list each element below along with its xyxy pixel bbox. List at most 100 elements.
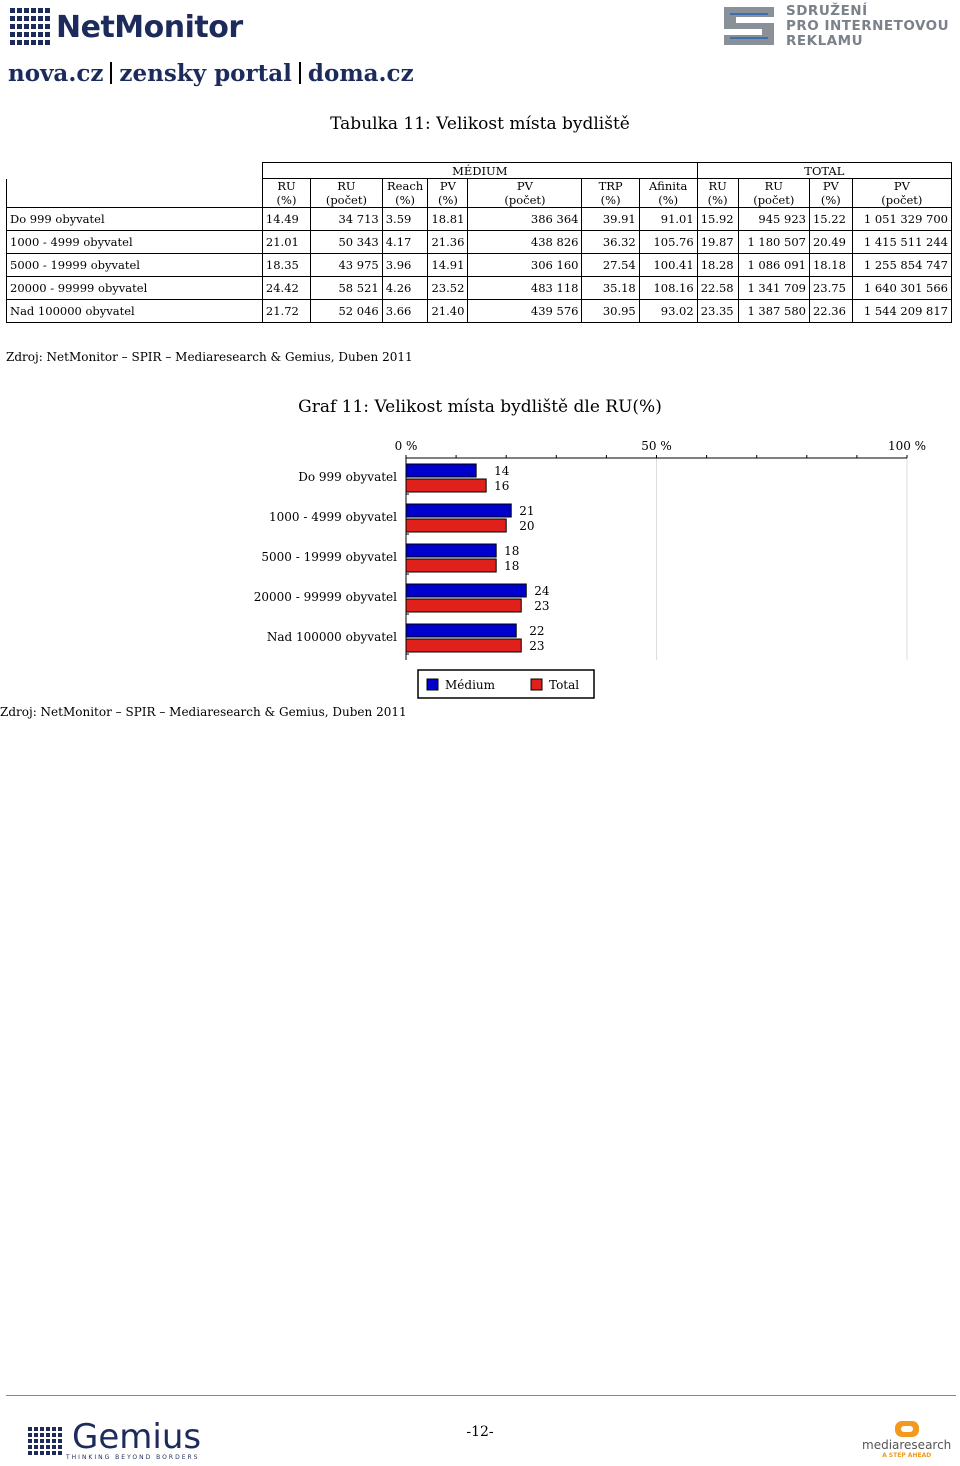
column-header: PV (počet) [467,178,583,208]
bar-total [405,558,497,573]
table-cell: 22.36 [808,299,853,323]
spir-logo: SDRUŽENÍ PRO INTERNETOVOU REKLAMU [720,2,949,50]
data-label: 18 [504,559,519,573]
column-header: PV (%) [427,178,469,208]
legend-swatch [426,678,439,691]
table-cell: 58 521 [310,276,383,300]
netmonitor-dots-icon [10,8,50,46]
x-tick-label: 0 % [395,439,418,453]
table-cell: 100.41 [638,253,698,277]
category-label: Nad 100000 obyvatel [267,630,397,644]
table-cell: 15.92 [696,207,739,231]
mediaresearch-tagline: A STEP AHEAD [882,1452,932,1459]
table-cell: 1 255 854 747 [851,253,953,277]
column-header: Reach (%) [381,178,429,208]
column-header: RU (%) [696,178,739,208]
table-cell: 43 975 [310,253,383,277]
table-cell: 15.22 [808,207,853,231]
table-cell: 3.96 [381,253,429,277]
site-name: doma.cz [307,60,414,87]
table-cell: 18.35 [261,253,312,277]
table-cell: 52 046 [310,299,383,323]
table-row: Do 999 obyvatel 14.49 34 713 3.59 18.81 … [6,207,953,231]
gemius-logo: Gemius THINKING BEYOND BORDERS [28,1420,201,1461]
table-cell: 1 544 209 817 [851,299,953,323]
site-list: nova.cz zensky portal doma.cz [8,60,414,87]
data-label: 23 [529,639,544,653]
table-cell: 20.49 [808,230,853,254]
site-name: nova.cz [8,60,104,87]
table-cell: 14.91 [427,253,469,277]
bar-medium [405,463,477,478]
data-label: 23 [534,599,549,613]
mediaresearch-icon [894,1421,919,1437]
table-cell: 3.59 [381,207,429,231]
legend-box [417,669,595,699]
data-label: 16 [494,479,509,493]
table-cell: 39.91 [581,207,640,231]
bar-total [405,638,522,653]
table-cell: 3.66 [381,299,429,323]
table-title: Tabulka 11: Velikost místa bydliště [330,114,630,134]
spir-logo-line-3: REKLAMU [786,32,864,49]
table-cell: 14.49 [261,207,312,231]
data-label: 24 [534,584,550,598]
netmonitor-logo-text: NetMonitor [56,9,243,45]
legend-swatch [530,678,543,691]
bar-total [405,478,487,493]
spir-logo-line-1: SDRUŽENÍ [786,2,868,19]
table-cell: 483 118 [467,276,583,300]
bar-total [405,598,522,613]
chart-source: Zdroj: NetMonitor – SPIR – Mediaresearch… [0,705,407,719]
x-tick-label: 100 % [888,439,926,453]
table-cell: 1 051 329 700 [851,207,953,231]
table-cell: 439 576 [467,299,583,323]
bar-total [405,518,507,533]
table-cell: 23.75 [808,276,853,300]
gemius-tagline: THINKING BEYOND BORDERS [66,1454,200,1461]
table-cell: 21.01 [261,230,312,254]
mediaresearch-logo: mediaresearch A STEP AHEAD [862,1420,951,1459]
table-cell: 30.95 [581,299,640,323]
legend-label: Médium [445,678,496,692]
table-cell: 35.18 [581,276,640,300]
table-cell: 1 415 511 244 [851,230,953,254]
mediaresearch-logo-text: mediaresearch [862,1438,952,1452]
netmonitor-logo: NetMonitor [10,6,243,48]
table-cell: 4.26 [381,276,429,300]
category-label: 1000 - 4999 obyvatel [269,510,397,524]
table-cell: 105.76 [638,230,698,254]
group-header-medium: MÉDIUM [261,162,698,179]
table-cell: 23.35 [696,299,739,323]
table-cell: 21.72 [261,299,312,323]
row-label: 1000 - 4999 obyvatel [6,230,263,254]
bar-medium [405,503,512,518]
table-row: 20000 - 99999 obyvatel 24.42 58 521 4.26… [6,276,953,300]
gemius-dots-icon [28,1426,62,1455]
column-header: RU (počet) [737,178,810,208]
table-cell: 18.18 [808,253,853,277]
category-label: 20000 - 99999 obyvatel [254,590,397,604]
row-label: 20000 - 99999 obyvatel [6,276,263,300]
table-cell: 23.52 [427,276,469,300]
spir-logo-line-2: PRO INTERNETOVOU [786,17,950,34]
table-row: Nad 100000 obyvatel 21.72 52 046 3.66 21… [6,299,953,323]
table-cell: 306 160 [467,253,583,277]
row-label: 5000 - 19999 obyvatel [6,253,263,277]
row-label: Nad 100000 obyvatel [6,299,263,323]
table-cell: 27.54 [581,253,640,277]
column-header: RU (%) [261,178,312,208]
table-cell: 91.01 [638,207,698,231]
category-label: 5000 - 19999 obyvatel [261,550,397,564]
table-cell: 1 180 507 [737,230,810,254]
category-label: Do 999 obyvatel [298,470,397,484]
column-header: PV (počet) [851,178,953,208]
table-cell: 945 923 [737,207,810,231]
table-cell: 4.17 [381,230,429,254]
group-header-total: TOTAL [696,162,953,179]
row-label: Do 999 obyvatel [6,207,263,231]
table-source: Zdroj: NetMonitor – SPIR – Mediaresearch… [6,350,413,364]
table-cell: 1 387 580 [737,299,810,323]
data-table: MÉDIUM TOTAL RU (%) RU (počet) Reach (%) PV… [6,162,953,323]
table-cell: 36.32 [581,230,640,254]
